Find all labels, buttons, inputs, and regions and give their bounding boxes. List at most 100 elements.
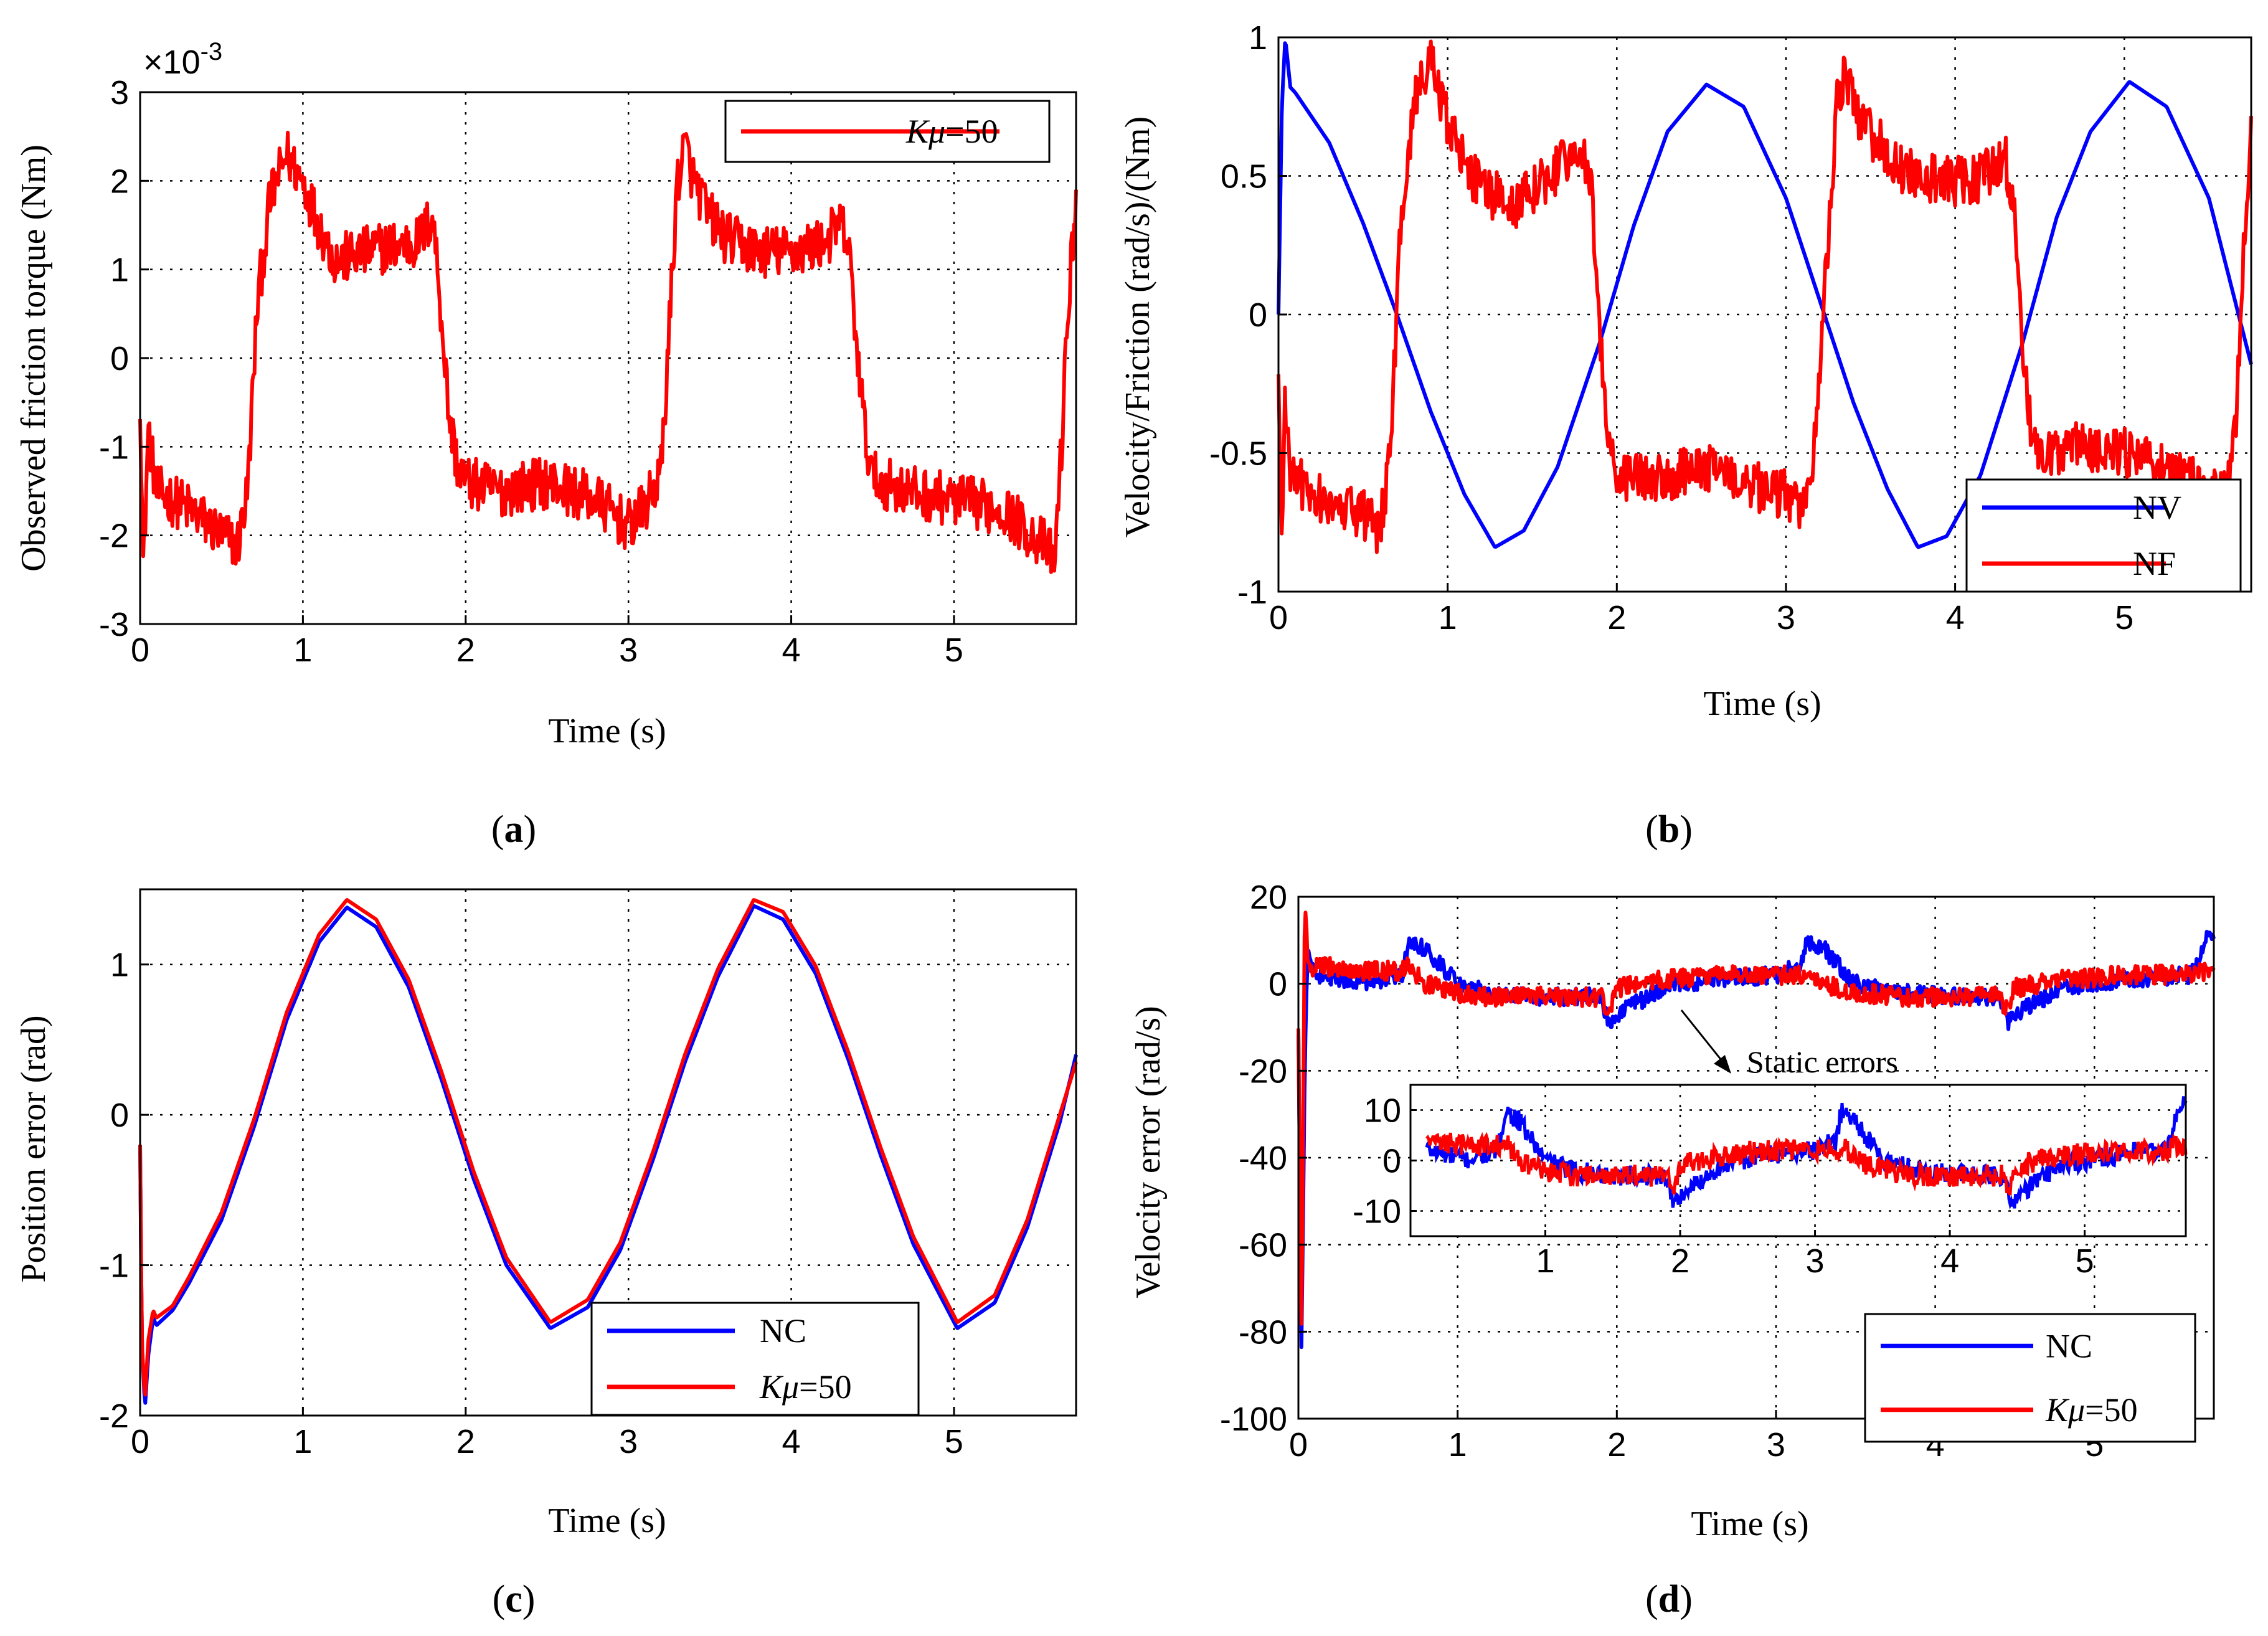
inset-x-tick-label: 1 — [1536, 1242, 1554, 1280]
x-tick-label: 5 — [945, 1423, 963, 1460]
panel-b: 0 1 2 3 4 5 -1 -0.5 0 0.5 1 NV NF Velocity/Friction … — [1118, 19, 2253, 851]
x-tick-label: 3 — [1777, 599, 1795, 636]
series-line-k-50 — [1297, 910, 2216, 1326]
y-tick-label: 3 — [110, 74, 129, 111]
x-tick-label: 1 — [293, 1423, 312, 1460]
y-tick-label: 0 — [110, 1097, 129, 1134]
legend-box — [1965, 478, 2242, 593]
caption-d: (d) — [1645, 1578, 1693, 1620]
x-tick-label: 4 — [1946, 599, 1965, 636]
annotation-text: Static errors — [1747, 1044, 1898, 1079]
x-tick-label: 1 — [1439, 599, 1457, 636]
x-tick-label: 0 — [1289, 1426, 1308, 1463]
xlabel-d: Time (s) — [1691, 1505, 1808, 1543]
x-tick-label: 3 — [619, 631, 638, 669]
y-tick-label: 0 — [1249, 296, 1267, 334]
x-tick-label: 0 — [131, 1423, 149, 1460]
legend: Kμ=50 — [724, 100, 1051, 163]
xlabel-a: Time (s) — [548, 712, 666, 750]
y-tick-label: -80 — [1239, 1313, 1287, 1351]
y-tick-label: -60 — [1239, 1227, 1287, 1264]
legend-label: NC — [2046, 1327, 2092, 1364]
y-tick-label: -100 — [1220, 1401, 1287, 1438]
static-errors-annotation: Static errors — [1680, 1009, 1898, 1079]
inset-series-line — [1425, 1132, 2188, 1196]
xlabel-b: Time (s) — [1703, 684, 1821, 723]
legend: NC Kμ=50 — [590, 1302, 920, 1416]
series-line-nf — [1277, 39, 2253, 554]
ylabel-d: Velocity error (rad/s) — [1129, 1006, 1168, 1298]
y-tick-label: -20 — [1239, 1052, 1287, 1090]
y-tick-label: 0 — [110, 340, 129, 377]
y-tick-label: -2 — [99, 1397, 129, 1435]
x-tick-label: 5 — [945, 631, 963, 669]
y-tick-label: -1 — [99, 1247, 129, 1285]
series-line-k-50 — [138, 130, 1078, 574]
caption-c: (c) — [493, 1578, 536, 1620]
x-tick-label: 4 — [782, 631, 801, 669]
x-tick-label: 2 — [1607, 599, 1626, 636]
x-tick-label: 3 — [619, 1423, 638, 1460]
x-tick-label: 2 — [1607, 1426, 1626, 1463]
legend-label: NF — [2133, 545, 2176, 582]
legend-label: Kμ=50 — [759, 1368, 852, 1406]
panel-a: 0 1 2 3 4 5 -3 -2 -1 0 1 2 3 Kμ=50 Observed friction … — [14, 38, 1078, 851]
annotation-arrow — [1680, 1009, 1727, 1067]
ylabel-a: Observed friction torque (Nm) — [14, 144, 53, 572]
y-tick-label: -3 — [99, 606, 129, 643]
annotation-arrowhead — [1714, 1055, 1731, 1074]
x-tick-label: 1 — [1448, 1426, 1467, 1463]
y-tick-label: -0.5 — [1209, 435, 1267, 473]
y-tick-label: -40 — [1239, 1140, 1287, 1177]
plot-area-a: 0 1 2 3 4 5 -3 -2 -1 0 1 2 3 Kμ=50 — [99, 74, 1078, 669]
x-tick-label: 4 — [782, 1423, 801, 1460]
x-tick-label: 0 — [131, 631, 149, 669]
inset-x-tick-label: 2 — [1671, 1242, 1689, 1280]
inset-y-tick-label: 10 — [1364, 1092, 1401, 1130]
x-tick-label: 2 — [456, 1423, 475, 1460]
inset-y-tick-label: 0 — [1382, 1143, 1401, 1180]
x-tick-label: 2 — [456, 631, 475, 669]
y-tick-label: -1 — [99, 428, 129, 466]
ylabel-b: Velocity/Friction (rad/s)/(Nm) — [1118, 116, 1157, 538]
legend-label: Kμ=50 — [905, 113, 998, 150]
inset-plot: 1 2 3 4 5 -10 0 10 — [1353, 1084, 2188, 1280]
y-tick-label: 20 — [1250, 879, 1287, 916]
panel-c: 0 1 2 3 4 5 -2 -1 0 1 NC Kμ=50 Position error (rad)… — [14, 888, 1078, 1620]
legend-box — [590, 1302, 920, 1416]
inset-x-tick-label: 5 — [2076, 1242, 2094, 1280]
y-tick-label: 1 — [110, 252, 129, 289]
x-tick-label: 1 — [293, 631, 312, 669]
series-line-nc — [138, 904, 1078, 1405]
x-tick-label: 5 — [2115, 599, 2133, 636]
legend-box — [1864, 1313, 2196, 1443]
y-tick-label: 2 — [110, 163, 129, 200]
y-exponent-a: ×10-3 — [143, 38, 222, 81]
x-tick-label: 0 — [1269, 599, 1288, 636]
y-tick-label: 0.5 — [1221, 158, 1267, 196]
y-tick-label: 1 — [1249, 19, 1267, 57]
x-tick-label: 3 — [1767, 1426, 1785, 1463]
legend: NC Kμ=50 — [1864, 1313, 2196, 1443]
legend-label: NC — [760, 1312, 806, 1350]
ylabel-c: Position error (rad) — [14, 1015, 53, 1282]
inset-x-tick-label: 4 — [1940, 1242, 1959, 1280]
inset-x-tick-label: 3 — [1806, 1242, 1825, 1280]
series-line-k-50 — [138, 898, 1078, 1397]
plot-area-b: 0 1 2 3 4 5 -1 -0.5 0 0.5 1 NV NF — [1209, 19, 2253, 636]
legend: NV NF — [1965, 478, 2242, 593]
inset-y-tick-label: -10 — [1353, 1193, 1401, 1231]
y-tick-label: -2 — [99, 518, 129, 555]
y-tick-label: 0 — [1269, 966, 1287, 1003]
legend-label: NV — [2133, 489, 2181, 526]
series-line-nv — [1277, 41, 2253, 549]
caption-b: (b) — [1645, 808, 1693, 851]
y-tick-label: 1 — [110, 947, 129, 984]
legend-label: Kμ=50 — [2045, 1391, 2138, 1429]
caption-a: (a) — [491, 808, 536, 851]
xlabel-c: Time (s) — [548, 1501, 666, 1540]
plot-area-c: 0 1 2 3 4 5 -2 -1 0 1 NC Kμ=50 — [99, 888, 1078, 1460]
